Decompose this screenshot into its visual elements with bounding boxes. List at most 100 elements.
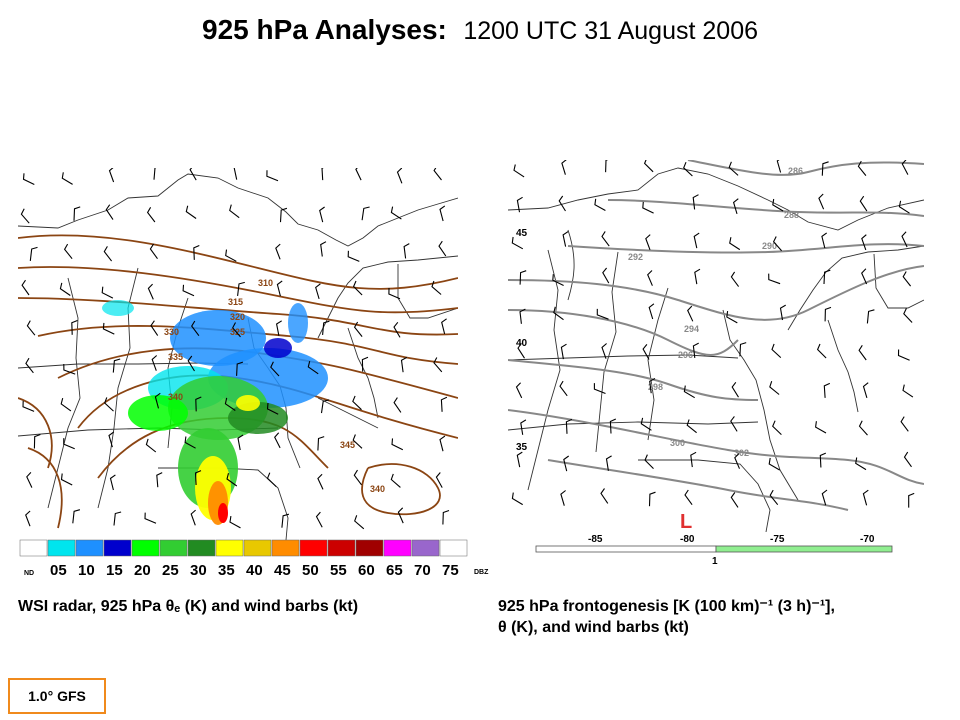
wind-barb [182, 284, 195, 297]
wind-barb [772, 420, 782, 435]
wind-barb [190, 509, 196, 526]
wind-barb [25, 357, 34, 374]
wind-barb [229, 204, 240, 219]
colorbar-label: 35 [218, 562, 235, 578]
right-caption: 925 hPa frontogenesis [K (100 km)⁻¹ (3 h… [498, 596, 835, 638]
contour-label-300: 300 [670, 438, 685, 448]
wind-barb [815, 421, 827, 434]
colorbar-label: 45 [274, 562, 291, 578]
wind-barb [683, 161, 693, 177]
left-wind-barbs [20, 168, 450, 530]
colorbar-swatch [327, 539, 356, 557]
colorbar-label: 40 [246, 562, 263, 578]
wind-barb [520, 419, 527, 435]
colorbar-label: ND [24, 570, 34, 577]
wind-barb [897, 349, 910, 361]
wind-barb [270, 361, 280, 377]
wind-barb [442, 509, 450, 525]
wind-barb [396, 168, 403, 184]
wind-barb [112, 358, 121, 373]
latitude-labels: 45 40 35 [516, 228, 528, 453]
colorbar-swatch [439, 539, 468, 557]
colorbar-swatch [103, 539, 132, 557]
colorbar-swatch [271, 539, 300, 557]
wind-barb [191, 320, 200, 337]
colorbar-label: 10 [78, 562, 95, 578]
wind-barb [861, 234, 867, 251]
contour-label-292: 292 [628, 252, 643, 262]
model-badge: 1.0° GFS [8, 678, 106, 714]
contour-label-302: 302 [734, 448, 749, 458]
wind-barb [72, 509, 81, 524]
wind-barb [511, 492, 523, 506]
contour-label-340a: 340 [168, 392, 183, 402]
wind-barb [108, 431, 115, 448]
left-map: 310 315 320 325 330 335 340 345 340 [18, 168, 458, 540]
low-pressure-label: L [680, 511, 692, 532]
colorbar-label: 55 [330, 562, 347, 578]
wind-barb [594, 198, 606, 211]
wind-barb [605, 455, 612, 471]
wind-barb [862, 382, 869, 399]
right-wind-barbs [511, 160, 915, 508]
wind-barb [642, 201, 654, 214]
wind-barb [819, 452, 827, 468]
wind-barb [71, 319, 78, 335]
wind-barb [562, 231, 569, 247]
wind-barb [900, 416, 909, 432]
wind-barb [63, 243, 73, 260]
wind-barb [553, 306, 564, 321]
wind-barb [859, 195, 868, 212]
wind-barb [686, 419, 697, 434]
theta-e-labels: 310 315 320 325 330 335 340 345 340 [164, 278, 385, 494]
wind-barb [195, 396, 202, 412]
colorbar-label: 05 [50, 562, 67, 578]
wind-barb [102, 322, 115, 335]
wind-barb [519, 270, 527, 285]
wind-barb [776, 160, 782, 173]
wind-barb [605, 160, 609, 173]
contour-label-345: 345 [340, 440, 355, 450]
wind-barb [352, 395, 362, 411]
wind-barb [104, 397, 114, 412]
contour-label-315: 315 [228, 297, 243, 307]
wind-barb [902, 384, 914, 398]
wind-barb [642, 344, 650, 360]
wind-barb [768, 457, 780, 471]
colorbar-swatch [299, 539, 328, 557]
contour-label-340b: 340 [370, 484, 385, 494]
wind-barb [519, 308, 526, 324]
wind-barb [73, 206, 81, 221]
wind-barb [823, 269, 831, 285]
wind-barb [320, 399, 330, 414]
wind-barb [644, 454, 654, 469]
wind-barb [320, 241, 327, 257]
wind-barb [560, 490, 566, 506]
wind-barb [693, 232, 700, 249]
wind-barb [816, 343, 827, 359]
title-main: 925 hPa Analyses: [202, 14, 447, 45]
wind-barb [898, 200, 910, 214]
wind-barb [640, 417, 652, 431]
wind-barb [729, 237, 741, 251]
lon-tick-85: -85 [588, 534, 603, 545]
wind-barb [144, 512, 157, 524]
wind-barb [692, 194, 699, 210]
wind-barb [232, 322, 241, 338]
contour-label-330: 330 [164, 327, 179, 337]
wind-barb [609, 418, 617, 434]
wind-barb [730, 271, 740, 287]
colorbar-swatch [355, 539, 384, 557]
wind-barb [151, 355, 158, 371]
wind-barb [772, 198, 784, 212]
wind-barb [728, 161, 739, 176]
right-caption-line1: 925 hPa frontogenesis [K (100 km)⁻¹ (3 h… [498, 598, 835, 615]
wind-barb [26, 472, 33, 488]
wind-barb [779, 304, 786, 321]
colorbar-label: 75 [442, 562, 459, 578]
wind-barb [903, 308, 913, 323]
colorbar-swatch [47, 539, 76, 557]
colorbar-unit: DBZ [474, 569, 489, 576]
wind-barb [821, 489, 828, 506]
wind-barb [397, 507, 404, 524]
